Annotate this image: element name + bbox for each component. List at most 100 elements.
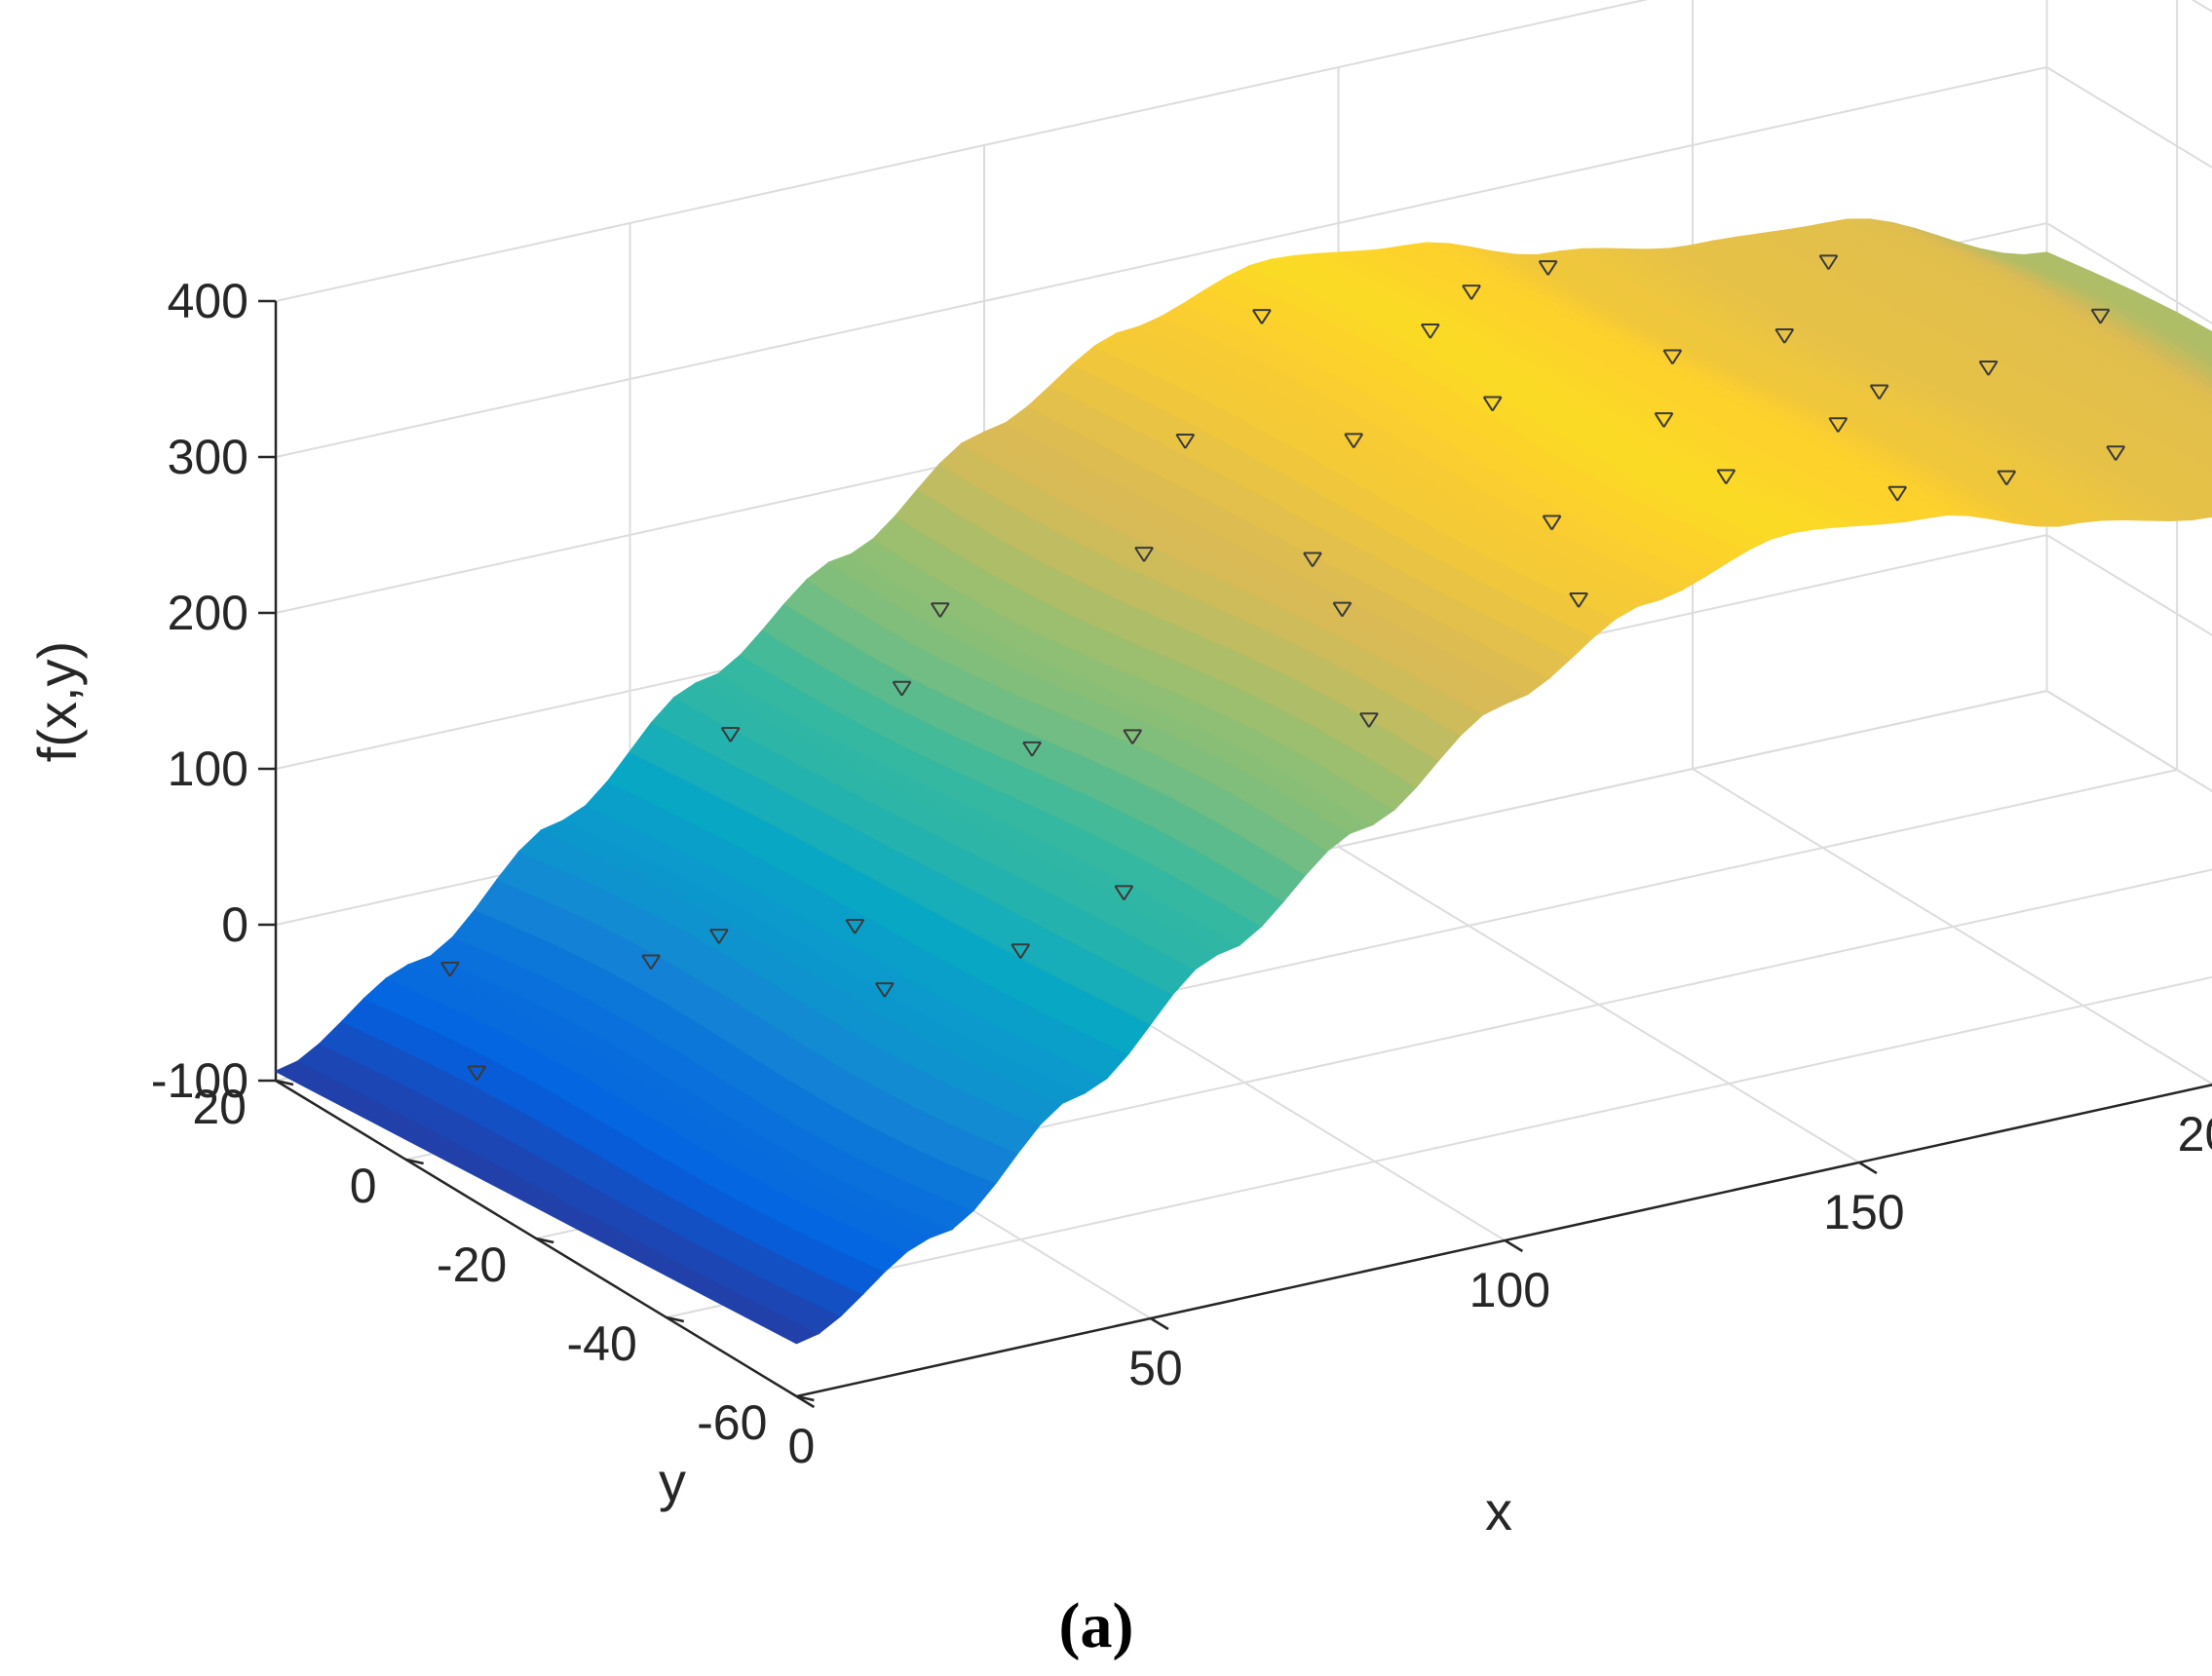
data-marker-stroke <box>476 1065 487 1082</box>
x-tick-label: 150 <box>1823 1185 1904 1239</box>
z-tick-label: 100 <box>168 742 248 796</box>
data-marker-stroke <box>1578 592 1588 608</box>
data-marker-stroke <box>1662 349 1674 365</box>
data-marker-stroke <box>1538 260 1549 276</box>
data-marker-stroke <box>1671 349 1683 365</box>
data-marker <box>1175 434 1196 449</box>
data-marker-stroke <box>1542 515 1553 531</box>
data-marker-stroke <box>1175 434 1187 449</box>
y-tick-label: 0 <box>350 1159 377 1213</box>
data-marker-stroke <box>1716 469 1728 485</box>
data-marker <box>1828 417 1849 433</box>
x-tick-label: 0 <box>787 1419 815 1473</box>
data-marker-stroke <box>1134 547 1145 562</box>
x-tick-mark <box>1858 1161 1878 1175</box>
data-marker-stroke <box>883 982 895 998</box>
data-marker <box>845 918 865 934</box>
x-axis-line <box>796 1084 2212 1398</box>
data-marker <box>1114 885 1134 900</box>
data-marker <box>1344 433 1364 448</box>
data-marker-stroke <box>1353 433 1364 448</box>
data-marker-stroke <box>1344 433 1355 448</box>
data-marker-stroke <box>1550 515 1562 531</box>
data-marker <box>1818 254 1839 270</box>
data-marker <box>1332 601 1353 618</box>
y-tick-label: -40 <box>567 1316 637 1371</box>
data-marker <box>439 961 460 977</box>
data-marker <box>1888 485 1908 502</box>
grid-line <box>2045 66 2212 169</box>
data-marker <box>1654 412 1674 428</box>
data-marker-stroke <box>1828 417 1840 433</box>
x-tick-mark <box>1504 1238 1524 1253</box>
data-marker-stroke <box>2099 309 2111 324</box>
data-marker-stroke <box>1869 384 1881 400</box>
data-marker <box>641 954 661 971</box>
data-marker-stroke <box>1011 943 1022 959</box>
grid-line <box>2045 534 2212 636</box>
data-marker-stroke <box>1359 712 1370 728</box>
data-marker-stroke <box>1987 361 1999 376</box>
data-marker <box>1252 309 1272 324</box>
data-marker <box>1022 741 1042 757</box>
data-marker-stroke <box>1491 397 1503 412</box>
y-axis-label: y <box>659 1451 686 1512</box>
data-marker <box>2106 445 2126 461</box>
data-marker-stroke <box>874 982 886 998</box>
data-marker <box>1134 547 1154 562</box>
data-marker-stroke <box>1725 469 1736 485</box>
surface-patch <box>2021 251 2212 348</box>
data-marker-stroke <box>1662 412 1674 428</box>
data-marker <box>1569 592 1588 608</box>
data-marker-stroke <box>641 954 652 971</box>
data-marker <box>709 929 729 944</box>
data-marker-stroke <box>1261 309 1272 324</box>
data-marker-stroke <box>854 919 865 934</box>
y-tick-label: 20 <box>192 1080 247 1134</box>
data-marker <box>1420 323 1440 339</box>
y-tick-mark <box>405 1158 424 1165</box>
data-marker-stroke <box>1878 384 1889 400</box>
data-marker-stroke <box>1783 328 1795 344</box>
x-tick-label: 100 <box>1469 1263 1550 1317</box>
grid-line <box>2045 690 2212 792</box>
z-tick-label: 200 <box>168 586 248 640</box>
data-marker-stroke <box>1114 885 1125 900</box>
data-marker-stroke <box>1827 254 1839 270</box>
data-marker <box>1123 729 1143 744</box>
data-marker <box>1538 260 1558 276</box>
grid-line <box>666 975 2212 1318</box>
data-marker-stroke <box>1774 328 1786 344</box>
z-tick-label: 300 <box>168 430 248 484</box>
data-marker-stroke <box>845 919 857 934</box>
data-marker <box>1462 285 1481 300</box>
data-marker-stroke <box>892 681 903 697</box>
y-tick-mark <box>535 1237 554 1244</box>
data-marker <box>1774 328 1795 344</box>
data-marker-stroke <box>2090 309 2102 324</box>
data-marker-stroke <box>709 929 720 944</box>
data-marker-stroke <box>1303 552 1314 567</box>
z-tick-label: -100 <box>151 1053 248 1108</box>
data-marker <box>1482 396 1503 412</box>
data-marker-stroke <box>1546 260 1558 276</box>
data-marker-stroke <box>1654 412 1665 428</box>
data-marker-stroke <box>1837 417 1849 433</box>
data-marker <box>467 1065 487 1082</box>
data-marker-stroke <box>1252 309 1263 324</box>
axes <box>258 299 2212 1409</box>
data-marker-stroke <box>1184 434 1196 449</box>
figure-caption: (a) <box>1059 1590 1134 1661</box>
data-marker-stroke <box>439 962 451 977</box>
data-marker-stroke <box>938 602 950 618</box>
data-marker-stroke <box>650 954 661 971</box>
data-marker-stroke <box>729 727 741 743</box>
grid-line <box>2191 0 2212 13</box>
data-markers <box>439 254 2126 1082</box>
z-axis-label: f(x,y) <box>26 641 88 762</box>
data-marker <box>720 727 741 743</box>
data-marker-stroke <box>448 962 460 977</box>
data-marker <box>1997 470 2017 486</box>
data-marker <box>874 982 895 998</box>
grid-line <box>275 66 2047 458</box>
